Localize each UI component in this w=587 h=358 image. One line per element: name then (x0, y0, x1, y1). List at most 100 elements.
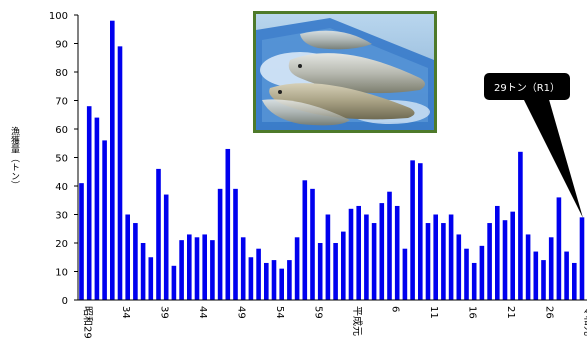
x-tick-label: 54 (274, 306, 285, 319)
y-axis: 0 10 20 30 40 50 60 70 80 90 100 (49, 11, 79, 307)
bar (387, 191, 392, 300)
x-tick-label: 49 (236, 306, 247, 319)
bar (564, 251, 569, 300)
x-tick-label: 6 (390, 306, 401, 312)
bar (171, 265, 177, 300)
bar (548, 237, 554, 300)
bar (287, 260, 292, 300)
bar (479, 245, 485, 300)
bar (533, 251, 539, 300)
annotation-callout: 29トン（R1） (484, 73, 583, 218)
y-tick-label: 50 (55, 154, 68, 165)
y-tick-label: 40 (55, 182, 68, 193)
bar (410, 160, 415, 300)
bar (510, 211, 515, 300)
bar (102, 140, 107, 300)
x-tick-label: 21 (505, 306, 516, 319)
bar (456, 234, 462, 300)
bar (310, 188, 315, 300)
x-tick-label: 39 (159, 306, 170, 319)
bar (217, 188, 223, 300)
fish-eye (278, 90, 282, 94)
bar (140, 243, 146, 300)
bar (356, 205, 361, 300)
bar (110, 20, 115, 300)
bar (187, 234, 192, 300)
fish-photo (253, 11, 437, 133)
bar (94, 117, 100, 300)
x-tick-label: 昭和29 (82, 306, 94, 339)
y-tick-label: 10 (55, 268, 68, 279)
bar (117, 46, 123, 300)
x-axis: 昭和29 34 39 44 49 54 59 平成元 6 11 16 21 26 令和元 (78, 299, 587, 339)
bar (279, 268, 284, 300)
bar (487, 223, 492, 300)
bar (133, 223, 138, 300)
y-tick-label: 0 (62, 296, 68, 307)
y-tick-label: 90 (55, 40, 68, 51)
bar (264, 262, 269, 300)
y-axis-title-group: 漁獲量（トン） (9, 125, 20, 189)
bar (202, 234, 207, 300)
y-tick-label: 30 (55, 211, 68, 222)
bar (163, 194, 169, 300)
bar (179, 240, 184, 300)
bar (248, 257, 254, 300)
fish-shape (300, 30, 372, 50)
bars-group (79, 20, 585, 300)
bar (418, 163, 423, 300)
x-tick-label: 令和元 (582, 306, 587, 336)
x-tick-label: 16 (467, 306, 478, 319)
bar (371, 223, 377, 300)
bar (240, 237, 246, 300)
fish-shape (288, 53, 425, 94)
bar (433, 214, 438, 300)
bar (402, 248, 408, 300)
bar (579, 217, 585, 300)
fish-shape (262, 99, 350, 126)
bar (441, 223, 446, 300)
x-tick-label: 44 (197, 306, 208, 319)
bar (256, 248, 261, 300)
bar (225, 148, 231, 300)
y-axis-title: 漁獲量（トン） (9, 125, 20, 189)
bar (210, 240, 215, 300)
bar (294, 237, 300, 300)
bar (341, 231, 346, 300)
bar (502, 220, 508, 300)
bar (302, 180, 308, 300)
y-tick-label: 20 (55, 239, 68, 250)
bar (125, 214, 130, 300)
x-tick-label: 59 (313, 306, 324, 319)
bar (271, 260, 277, 300)
bar (541, 260, 546, 300)
fish-eye (298, 64, 302, 68)
bar (333, 243, 338, 300)
y-tick-label: 100 (49, 11, 68, 22)
y-tick-label: 60 (55, 125, 68, 136)
bar (425, 223, 431, 300)
bar (348, 208, 354, 300)
bar (448, 214, 454, 300)
y-tick-label: 80 (55, 68, 68, 79)
bar (525, 234, 531, 300)
bar (518, 151, 523, 300)
bar (233, 188, 238, 300)
callout-text: 29トン（R1） (494, 82, 560, 94)
bar (364, 214, 369, 300)
bar (556, 197, 562, 300)
bar (572, 262, 577, 300)
callout-pointer (522, 96, 583, 218)
x-tick-label: 11 (428, 306, 439, 319)
bar (317, 243, 323, 300)
bar (194, 237, 200, 300)
bar (86, 106, 92, 300)
x-tick-label: 平成元 (351, 306, 363, 336)
x-tick-label: 34 (120, 306, 131, 319)
callout-box (484, 73, 570, 100)
y-tick-label: 70 (55, 97, 68, 108)
bar (495, 205, 500, 300)
bar (156, 168, 161, 300)
